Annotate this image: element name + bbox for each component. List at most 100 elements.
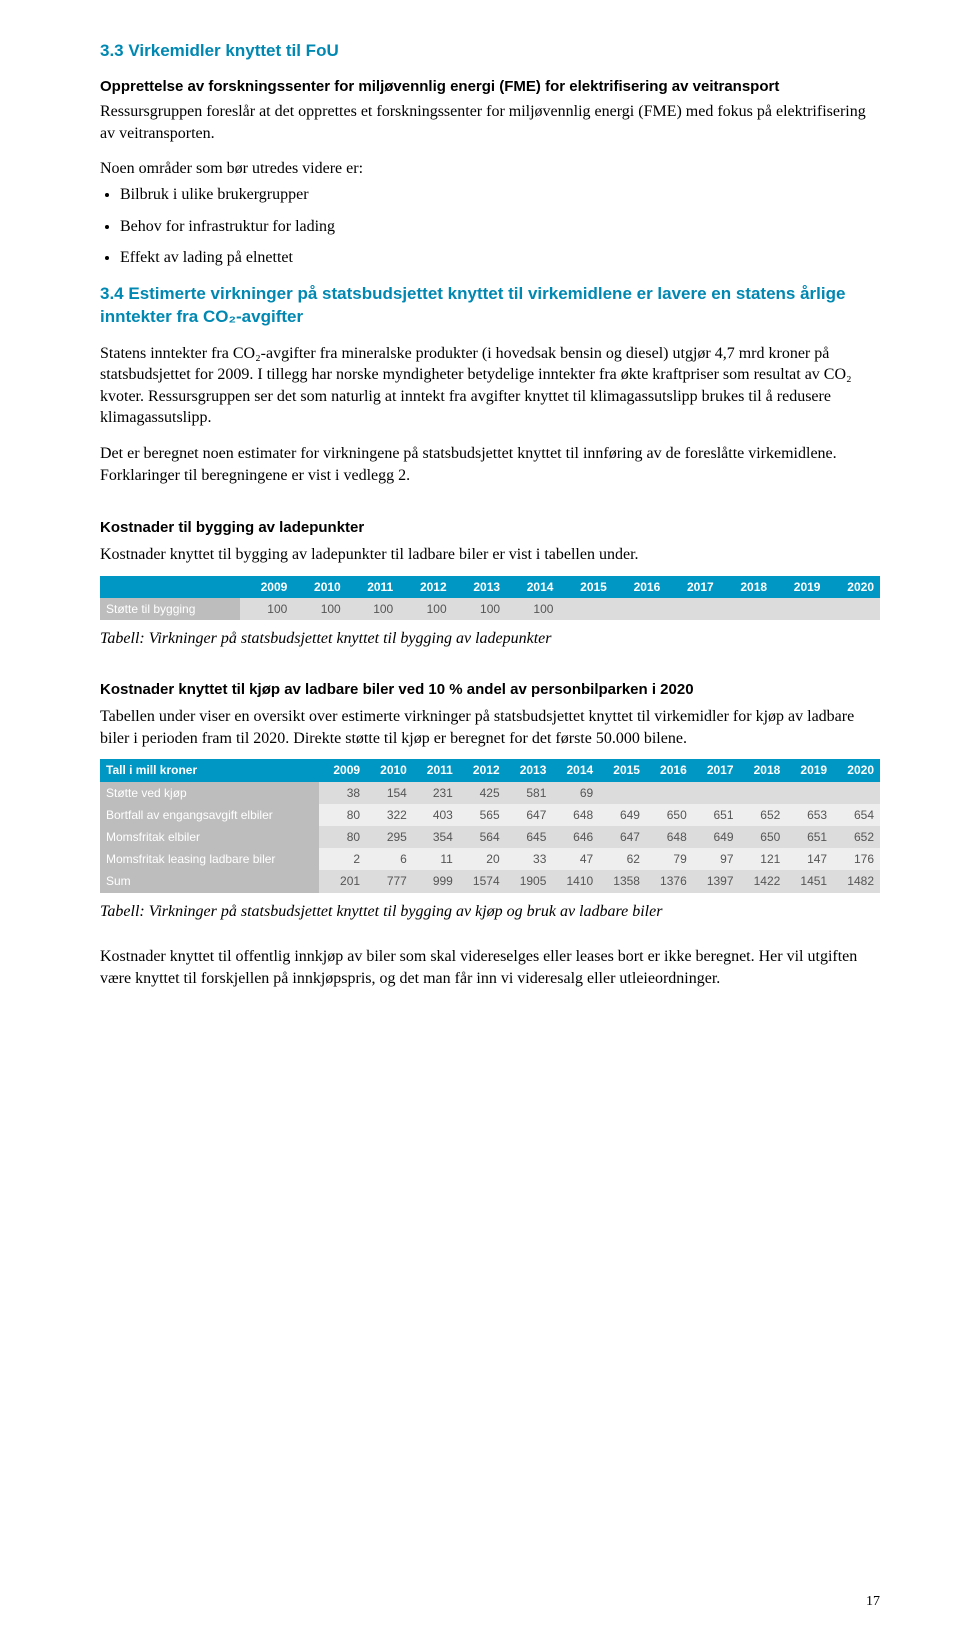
cell: 652 <box>740 804 787 826</box>
bullet-item: Bilbruk i ulike brukergrupper <box>120 184 880 206</box>
hdr-year: 2009 <box>319 759 366 781</box>
table-row: Momsfritak elbiler 80 295 354 564 645 64… <box>100 826 880 848</box>
hdr-label: Tall i mill kroner <box>100 759 319 781</box>
cell: 100 <box>399 598 452 620</box>
cell: 322 <box>366 804 413 826</box>
table-row: Bortfall av engangsavgift elbiler 80 322… <box>100 804 880 826</box>
kjop-table: Tall i mill kroner 2009 2010 2011 2012 2… <box>100 759 880 892</box>
cell: 97 <box>693 848 740 870</box>
section-3-3-heading: 3.3 Virkemidler knyttet til FoU <box>100 40 880 63</box>
cell <box>833 782 880 804</box>
sec33-title: Virkemidler knyttet til FoU <box>128 41 338 60</box>
cell: 565 <box>459 804 506 826</box>
cell <box>826 598 880 620</box>
table-row: Støtte til bygging 100 100 100 100 100 1… <box>100 598 880 620</box>
cell: 2 <box>319 848 366 870</box>
hdr-year: 2017 <box>693 759 740 781</box>
cell: 80 <box>319 804 366 826</box>
kjop-caption: Tabell: Virkninger på statsbudsjettet kn… <box>100 901 880 923</box>
cell: 653 <box>786 804 833 826</box>
cell: 654 <box>833 804 880 826</box>
cell <box>740 782 787 804</box>
kjop-para: Tabellen under viser en oversikt over es… <box>100 706 880 749</box>
cell: 649 <box>693 826 740 848</box>
cell <box>786 782 833 804</box>
table-header-row: 2009 2010 2011 2012 2013 2014 2015 2016 … <box>100 576 880 598</box>
hdr-year: 2014 <box>552 759 599 781</box>
cell <box>720 598 773 620</box>
cell: 1397 <box>693 870 740 892</box>
cell: 652 <box>833 826 880 848</box>
hdr-year: 2012 <box>399 576 452 598</box>
row-label: Sum <box>100 870 319 892</box>
table-row-sum: Sum 201 777 999 1574 1905 1410 1358 1376… <box>100 870 880 892</box>
cell: 100 <box>293 598 346 620</box>
bullet-item: Effekt av lading på elnettet <box>120 247 880 269</box>
cell: 648 <box>552 804 599 826</box>
cell: 648 <box>646 826 693 848</box>
cell: 999 <box>413 870 459 892</box>
sub1-title: Opprettelse av forskningssenter for milj… <box>100 77 880 97</box>
cell: 647 <box>599 826 646 848</box>
cell <box>613 598 666 620</box>
cell: 581 <box>506 782 553 804</box>
cell: 354 <box>413 826 459 848</box>
table-header-row: Tall i mill kroner 2009 2010 2011 2012 2… <box>100 759 880 781</box>
cell: 100 <box>453 598 506 620</box>
lade-table: 2009 2010 2011 2012 2013 2014 2015 2016 … <box>100 576 880 620</box>
lade-heading: Kostnader til bygging av ladepunkter <box>100 518 880 538</box>
hdr-year: 2011 <box>413 759 459 781</box>
cell: 645 <box>506 826 553 848</box>
cell: 1376 <box>646 870 693 892</box>
cell <box>559 598 612 620</box>
row-label: Momsfritak leasing ladbare biler <box>100 848 319 870</box>
cell: 646 <box>552 826 599 848</box>
hdr-year: 2015 <box>559 576 612 598</box>
cell: 154 <box>366 782 413 804</box>
hdr-year: 2009 <box>240 576 293 598</box>
cell: 79 <box>646 848 693 870</box>
hdr-year: 2016 <box>646 759 693 781</box>
lade-caption: Tabell: Virkninger på statsbudsjettet kn… <box>100 628 880 650</box>
cell: 425 <box>459 782 506 804</box>
cell: 651 <box>786 826 833 848</box>
cell <box>599 782 646 804</box>
cell: 147 <box>786 848 833 870</box>
cell: 201 <box>319 870 366 892</box>
cell: 176 <box>833 848 880 870</box>
hdr-year: 2018 <box>740 759 787 781</box>
hdr-year: 2018 <box>720 576 773 598</box>
hdr-year: 2011 <box>347 576 400 598</box>
cell: 649 <box>599 804 646 826</box>
cell: 11 <box>413 848 459 870</box>
cell: 6 <box>366 848 413 870</box>
cell: 1358 <box>599 870 646 892</box>
page-number: 17 <box>866 1593 880 1612</box>
para-2: Noen områder som bør utredes videre er: <box>100 158 880 180</box>
cell: 651 <box>693 804 740 826</box>
hdr-year: 2017 <box>666 576 719 598</box>
cell: 1422 <box>740 870 787 892</box>
row-label: Momsfritak elbiler <box>100 826 319 848</box>
closing-para: Kostnader knyttet til offentlig innkjøp … <box>100 946 880 989</box>
hdr-year: 2016 <box>613 576 666 598</box>
cell <box>666 598 719 620</box>
hdr-year: 2013 <box>506 759 553 781</box>
table-row: Støtte ved kjøp 38 154 231 425 581 69 <box>100 782 880 804</box>
cell <box>646 782 693 804</box>
cell: 100 <box>506 598 559 620</box>
lade-para: Kostnader knyttet til bygging av ladepun… <box>100 544 880 566</box>
hdr-year: 2010 <box>293 576 346 598</box>
kjop-heading: Kostnader knyttet til kjøp av ladbare bi… <box>100 680 880 700</box>
cell <box>773 598 826 620</box>
hdr-year: 2010 <box>366 759 413 781</box>
para-1: Ressursgruppen foreslår at det opprettes… <box>100 101 880 144</box>
hdr-year: 2013 <box>453 576 506 598</box>
cell: 100 <box>240 598 293 620</box>
hdr-year: 2020 <box>833 759 880 781</box>
cell: 650 <box>646 804 693 826</box>
cell <box>693 782 740 804</box>
cell: 1482 <box>833 870 880 892</box>
cell: 80 <box>319 826 366 848</box>
cell: 1574 <box>459 870 506 892</box>
